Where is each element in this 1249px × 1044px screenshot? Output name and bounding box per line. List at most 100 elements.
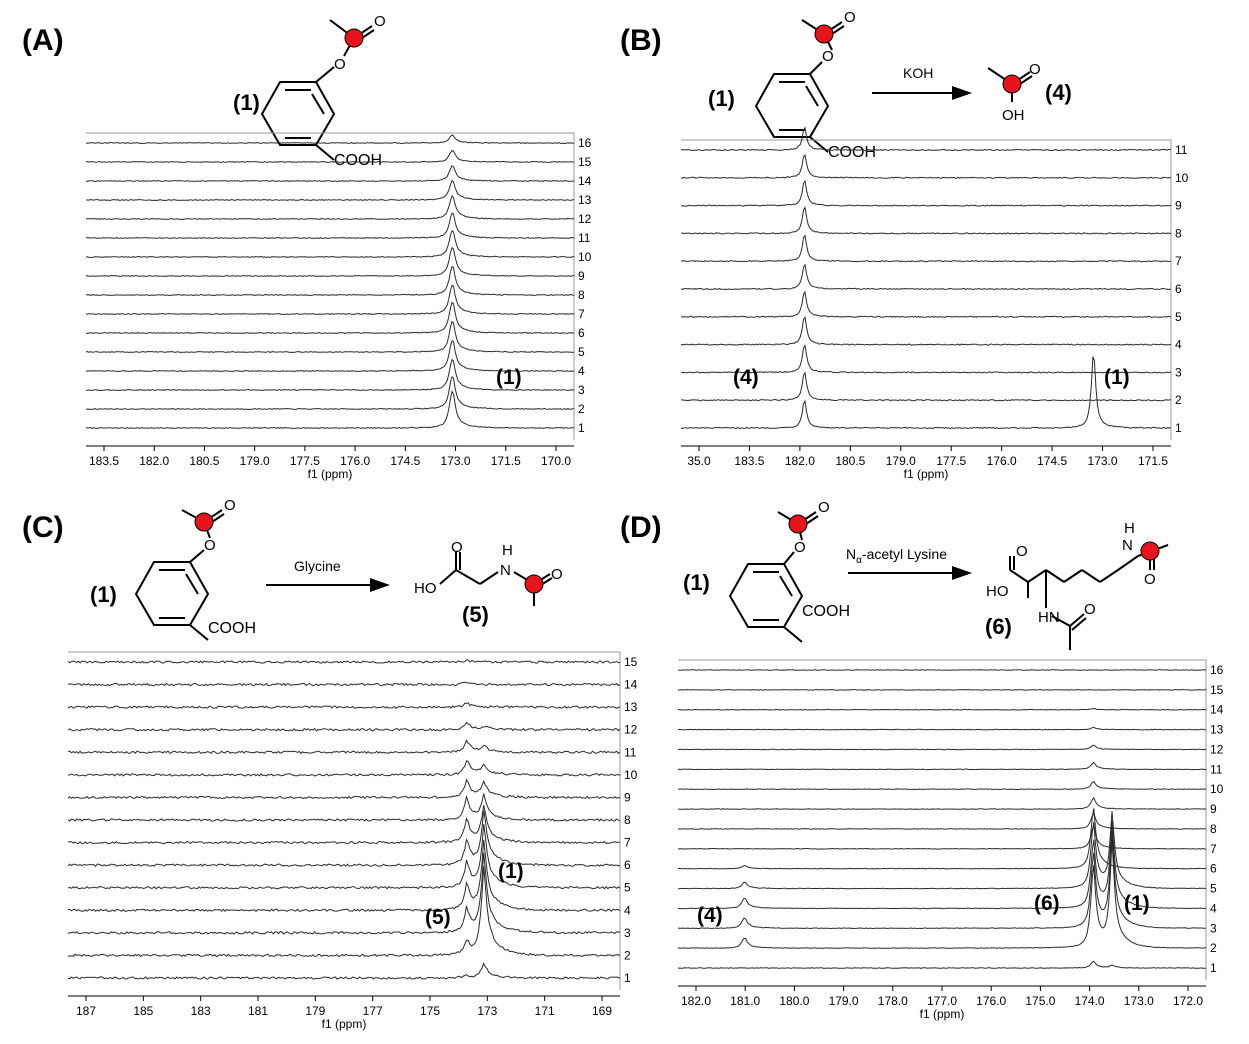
trace-label: 1 <box>1175 421 1182 435</box>
spectrum-trace <box>85 194 575 220</box>
panel-d: (D) O O COOH (1) Nα-acetyl Lysine H N O <box>620 499 1169 650</box>
trace-label: 9 <box>578 269 585 283</box>
atom-o: O <box>1016 543 1028 560</box>
x-tick-label: 181.0 <box>730 994 760 1008</box>
x-tick-label: 170.0 <box>541 454 571 468</box>
spectrum-trace <box>680 290 1172 318</box>
x-axis-title: f1 (ppm) <box>308 467 353 481</box>
spectrum-trace <box>680 179 1172 207</box>
product-label: (5) <box>462 602 489 627</box>
x-axis-title: f1 (ppm) <box>920 1007 965 1021</box>
trace-label: 4 <box>1175 338 1182 352</box>
atom-o: O <box>451 539 463 556</box>
trace-label: 5 <box>578 345 585 359</box>
x-tick-label: 173.0 <box>1124 994 1154 1008</box>
trace-label: 8 <box>624 813 631 827</box>
x-tick-label: 178.0 <box>878 994 908 1008</box>
cooh-label: COOH <box>334 152 382 169</box>
atom-h: H <box>502 542 513 559</box>
trace-label: 3 <box>1175 365 1182 379</box>
x-tick-label: 180.5 <box>189 454 219 468</box>
atom-o: O <box>1084 601 1096 618</box>
spectrum-trace <box>85 265 575 296</box>
spectrum-trace <box>677 812 1207 830</box>
trace-label: 2 <box>1210 941 1217 955</box>
atom-hn: HN <box>1038 609 1060 626</box>
trace-label: 15 <box>624 655 638 669</box>
x-tick-label: 183.5 <box>89 454 119 468</box>
spectrum-trace <box>680 234 1172 263</box>
trace-label: 13 <box>1210 723 1224 737</box>
spectra-b: 35.0 183.5 182.0 180.5 179.0 177.5 176.0 174.5 1… <box>680 126 1189 481</box>
spectrum-trace <box>677 780 1207 791</box>
svg-text:O: O <box>844 9 856 26</box>
spectrum-trace <box>680 263 1172 291</box>
trace-label: 13 <box>578 193 592 207</box>
spectrum-trace <box>680 356 1172 430</box>
trace-label: 7 <box>1175 254 1182 268</box>
spectrum-trace <box>86 179 575 201</box>
x-tick-label: 185 <box>133 1004 153 1018</box>
spectrum-trace <box>680 371 1172 402</box>
x-tick-label: 180.5 <box>835 454 865 468</box>
trace-label: 9 <box>1175 199 1182 213</box>
peak-annotation: (1) <box>1124 892 1150 915</box>
plot-frame <box>68 651 621 990</box>
panel-b: (B) O O COOH (1) KOH O OH (4) <box>620 9 1072 161</box>
product-label: (6) <box>985 614 1012 639</box>
atom-o: O <box>1029 61 1041 78</box>
x-tick-label: 182.0 <box>785 454 815 468</box>
spectrum-trace <box>85 246 575 277</box>
spectrum-trace <box>677 796 1207 810</box>
x-axis-title: f1 (ppm) <box>322 1017 367 1031</box>
x-tick-label: 173 <box>477 1004 497 1018</box>
svg-text:O: O <box>224 497 236 514</box>
reagent-label: KOH <box>903 65 933 81</box>
svg-text:O: O <box>794 539 806 556</box>
peak-annotation: (1) <box>1104 366 1130 389</box>
peak-annotation: (5) <box>425 906 451 929</box>
trace-label: 1 <box>578 421 585 435</box>
spectrum-trace <box>67 793 621 822</box>
x-tick-label: 181 <box>248 1004 268 1018</box>
x-tick-label: 176.0 <box>976 994 1006 1008</box>
spectrum-trace <box>677 689 1207 691</box>
svg-text:O: O <box>334 56 346 73</box>
spectrum-trace <box>678 707 1207 711</box>
x-tick-label: 174.0 <box>1075 994 1105 1008</box>
x-axis-title: f1 (ppm) <box>904 467 949 481</box>
svg-text:O: O <box>818 499 830 516</box>
spectrum-trace <box>681 205 1172 235</box>
trace-label: 11 <box>1175 143 1188 157</box>
x-tick-label: 187 <box>76 1004 96 1018</box>
trace-label: 5 <box>1210 882 1217 896</box>
panel-a: (A) O O COOH (1) <box>22 13 386 169</box>
trace-label: 5 <box>1175 310 1182 324</box>
spectrum-trace <box>67 866 621 958</box>
spectrum-trace <box>67 721 621 732</box>
trace-label: 11 <box>1210 762 1223 776</box>
trace-label: 6 <box>1210 862 1217 876</box>
x-tick-label: 180.0 <box>779 994 809 1008</box>
x-tick-label: 177.5 <box>936 454 966 468</box>
aspirin-structure: O O COOH <box>728 499 850 643</box>
panel-c: (C) O O COOH (1) Glycine O HO H N O (5) <box>22 497 563 641</box>
trace-label: 3 <box>624 926 631 940</box>
trace-label: 10 <box>624 768 638 782</box>
panel-c-label: (C) <box>22 511 64 544</box>
trace-label: 13 <box>624 700 638 714</box>
svg-text:O: O <box>204 537 216 554</box>
spectrum-trace <box>86 301 575 334</box>
peak-annotation: (1) <box>498 860 524 883</box>
trace-label: 5 <box>624 881 631 895</box>
trace-label: 6 <box>578 326 585 340</box>
spectrum-trace <box>680 126 1172 152</box>
trace-label: 6 <box>624 858 631 872</box>
plot-frame <box>678 659 1207 980</box>
trace-label: 6 <box>1175 282 1182 296</box>
spectrum-trace <box>67 839 621 913</box>
trace-label: 8 <box>578 288 585 302</box>
reactant-label: (1) <box>233 90 260 115</box>
trace-label: 10 <box>1210 782 1224 796</box>
